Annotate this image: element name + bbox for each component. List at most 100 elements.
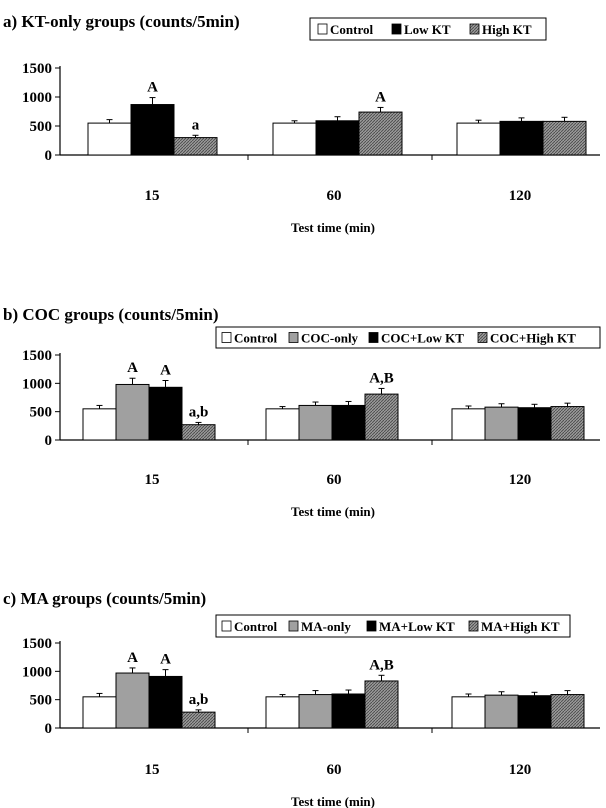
bar [484,406,519,441]
bar [550,694,585,729]
legend-label: MA+High KT [481,619,560,634]
y-tick-label: 0 [45,148,53,164]
bar [115,383,150,441]
y-tick-label: 1500 [22,61,52,77]
significance-label: A [147,80,158,96]
legend-label: High KT [482,22,532,37]
legend-box [215,326,601,349]
legend-label: COC+High KT [490,331,576,346]
legend-swatch [477,332,488,343]
bar [517,695,552,729]
chart-panel: c) MA groups (counts/5min) Control MA-only… [3,589,600,808]
legend-swatch [468,620,479,632]
category-label: 15 [145,188,160,204]
bar [331,693,366,729]
bar [456,122,501,156]
significance-label: A,B [369,370,394,386]
significance-label: A [375,89,386,105]
legend-swatch [469,23,480,35]
category-label: 60 [327,472,342,488]
bar [315,120,360,156]
significance-label: A,B [369,657,394,673]
legend-label: Low KT [404,22,451,37]
significance-label: a,b [189,404,209,420]
legend-label: COC+Low KT [381,331,464,346]
category-label: 120 [509,762,532,778]
bar [298,404,333,441]
significance-label: A [127,360,138,376]
bar [451,696,486,729]
bar [148,675,183,729]
significance-label: A [160,652,171,668]
chart-title: a) KT-only groups (counts/5min) [3,12,240,31]
bar [115,672,150,729]
bar [181,424,216,441]
category-label: 60 [327,188,342,204]
bar [148,386,183,441]
legend-label: Control [330,22,373,37]
y-tick-label: 1500 [22,348,52,364]
legend-box [215,614,571,638]
bar [130,104,175,156]
legend-label: MA-only [301,619,351,634]
legend-label: MA+Low KT [379,619,455,634]
legend-swatch [288,332,299,343]
bar [265,408,300,441]
bar [358,111,403,156]
significance-label: a [192,117,200,133]
bar [331,404,366,441]
legend-label: COC-only [301,331,359,346]
y-tick-label: 1000 [22,90,52,106]
category-label: 120 [509,472,532,488]
bar [542,120,587,156]
significance-label: A [160,363,171,379]
bar [517,407,552,441]
category-label: 60 [327,762,342,778]
bar [82,408,117,441]
bar [87,122,132,156]
legend-swatch [288,620,299,632]
y-tick-label: 500 [30,119,53,135]
legend-swatch [368,332,379,343]
bar [451,408,486,441]
legend-label: Control [234,331,277,346]
bar [550,406,585,441]
y-tick-label: 0 [45,721,53,737]
bar [181,711,216,729]
chart-title: c) MA groups (counts/5min) [3,589,206,608]
category-label: 120 [509,188,532,204]
bar [173,137,218,156]
significance-label: a,b [189,692,209,708]
bar [82,696,117,729]
chart-panel: b) COC groups (counts/5min) Control COC-on… [3,305,601,519]
bar [484,694,519,729]
legend-swatch [366,620,377,632]
legend-box [309,17,547,41]
x-axis-label: Test time (min) [291,220,375,235]
legend-label: Control [234,619,277,634]
bar [265,696,300,729]
legend-swatch [317,23,328,35]
bar [272,122,317,156]
legend-swatch [221,332,232,343]
y-tick-label: 1000 [22,376,52,392]
bar [298,694,333,729]
x-axis-label: Test time (min) [291,504,375,519]
bar [364,680,399,729]
y-tick-label: 1000 [22,664,52,680]
category-label: 15 [145,762,160,778]
significance-label: A [127,650,138,666]
y-tick-label: 500 [30,405,53,421]
chart-title: b) COC groups (counts/5min) [3,305,219,324]
category-label: 15 [145,472,160,488]
legend-swatch [391,23,402,35]
y-tick-label: 0 [45,433,53,449]
chart-panel: a) KT-only groups (counts/5min) Control Lo… [3,12,600,235]
legend-swatch [221,620,232,632]
bar [499,120,544,156]
y-tick-label: 1500 [22,636,52,652]
y-tick-label: 500 [30,693,53,709]
bar [364,393,399,441]
x-axis-label: Test time (min) [291,794,375,808]
